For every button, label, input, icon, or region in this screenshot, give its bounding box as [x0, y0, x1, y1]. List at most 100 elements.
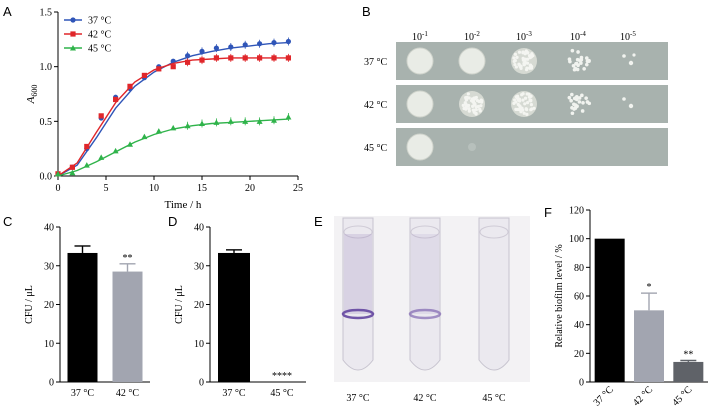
data-point	[141, 72, 147, 79]
colony	[528, 66, 532, 70]
data-point	[170, 64, 176, 70]
cfu-bar-chart-45: 0 10 20 30 40 CFU / μL 37 °C **** 45 °C	[174, 223, 306, 399]
colony	[525, 108, 529, 112]
x-tick-label: 37 °C	[592, 384, 616, 408]
data-point	[256, 118, 263, 124]
data-point	[98, 113, 104, 119]
x-tick-label: 10	[149, 183, 159, 194]
colony	[567, 95, 572, 100]
fit-line	[57, 57, 289, 177]
y-tick-label: 0	[579, 378, 584, 389]
colony	[570, 105, 574, 110]
colony	[573, 96, 578, 100]
colony	[514, 65, 518, 69]
colony	[529, 103, 534, 107]
colony	[584, 62, 589, 67]
colony	[570, 92, 574, 97]
data-point	[141, 133, 148, 140]
significance-label: *	[647, 282, 652, 293]
colony	[518, 104, 522, 108]
colony-spot	[458, 47, 486, 75]
panel-label-c: C	[3, 214, 13, 229]
data-point	[170, 124, 177, 131]
colony	[622, 54, 626, 58]
data-point	[84, 143, 90, 150]
plate-strip	[396, 128, 668, 166]
data-point	[69, 169, 76, 176]
panel-label-d: D	[168, 214, 178, 229]
data-point	[127, 141, 133, 147]
colony-spot	[622, 53, 636, 66]
y-axis-label: CFU / μL	[24, 285, 35, 324]
spot-lawn	[406, 47, 434, 75]
data-point	[213, 45, 219, 51]
x-tick-label: 15	[197, 183, 207, 194]
colony	[515, 55, 519, 59]
data-point	[155, 128, 162, 134]
colony	[628, 103, 634, 109]
series-1	[55, 53, 291, 177]
colony-spot	[406, 133, 434, 161]
data-point	[199, 57, 205, 63]
bar	[112, 271, 143, 382]
colony	[575, 57, 580, 62]
y-tick-label: 40	[44, 223, 54, 234]
y-tick-label: 20	[44, 300, 54, 311]
colony	[474, 112, 478, 116]
y-tick-label: 20	[194, 300, 204, 311]
tube-label: 45 °C	[482, 393, 505, 404]
colony	[529, 94, 533, 98]
colony	[529, 108, 533, 112]
data-point	[257, 55, 263, 61]
data-point	[271, 55, 277, 61]
colony	[514, 95, 518, 99]
colony	[474, 95, 478, 100]
legend-marker	[70, 45, 76, 51]
y-tick-label: 1.0	[40, 62, 53, 73]
colony	[570, 111, 575, 116]
significance-label: ****	[272, 371, 292, 382]
colony	[527, 92, 531, 97]
row-label: 42 °C	[364, 100, 387, 111]
spot-lawn	[406, 133, 434, 161]
colony	[467, 96, 471, 100]
colony	[517, 107, 521, 112]
data-point	[242, 118, 249, 124]
colony	[584, 96, 588, 100]
colony	[574, 61, 578, 66]
colony	[521, 92, 525, 96]
panel-label-a: A	[3, 4, 12, 19]
colony	[579, 57, 584, 62]
biofilm-tubes-photo: 37 °C 42 °C 45 °C	[334, 216, 530, 404]
data-point	[112, 147, 119, 154]
y-tick-label: 100	[569, 234, 584, 245]
colony	[512, 59, 516, 64]
y-tick-label: 30	[194, 261, 204, 272]
x-tick-label: 0	[56, 183, 61, 194]
y-tick-label: 60	[574, 292, 584, 303]
data-point	[228, 55, 234, 61]
colony	[472, 108, 476, 112]
significance-label: **	[123, 253, 133, 264]
colony	[632, 53, 636, 57]
colony	[567, 57, 572, 62]
significance-label: **	[683, 350, 693, 361]
colony	[479, 104, 483, 108]
y-tick-label: 0	[199, 378, 204, 389]
colony	[569, 98, 573, 103]
colony	[513, 62, 517, 67]
x-tick-label: 37 °C	[71, 388, 94, 399]
y-tick-label: 1.5	[40, 8, 53, 19]
test-tube	[478, 217, 510, 371]
colony	[522, 63, 526, 67]
data-point	[285, 55, 291, 61]
colony	[530, 52, 534, 56]
bar	[67, 252, 98, 382]
data-point	[98, 154, 105, 160]
y-tick-label: 40	[194, 223, 204, 234]
data-point	[242, 55, 248, 61]
colony	[577, 96, 582, 100]
colony	[469, 99, 474, 103]
growth-curve-chart: 0.0 0.5 1.0 1.5 0 5 10 15 20 25 Time / h A600 37 °C 4…	[25, 8, 303, 211]
cfu-bar-chart-42: 0 10 20 30 40 CFU / μL 37 °C ** 42 °C	[24, 223, 150, 399]
